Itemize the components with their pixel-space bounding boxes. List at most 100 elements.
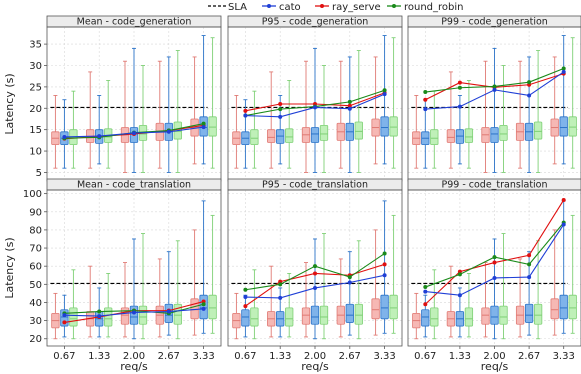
series-point-cato: [62, 313, 67, 318]
series-point-cato: [132, 131, 136, 136]
legend-label: round_robin: [404, 2, 464, 13]
box-cato: [241, 99, 250, 169]
series-point-cato: [561, 69, 566, 74]
box-iqr: [138, 305, 148, 325]
series-point-ray_serve: [527, 253, 532, 258]
box-ray_serve: [412, 94, 421, 169]
y-tick-label: 80: [29, 225, 42, 236]
y-tick-label: 10: [29, 147, 42, 158]
box-ray_serve: [446, 71, 456, 169]
box-iqr: [319, 305, 329, 325]
legend: SLA cato ray_serve round_robin: [208, 2, 464, 13]
series-point-cato: [278, 114, 283, 119]
box-ray_serve: [412, 292, 421, 340]
box-ray_serve: [232, 292, 241, 340]
box-cato: [276, 287, 285, 338]
box-cato: [164, 56, 173, 173]
series-point-ray_serve: [423, 97, 428, 102]
box-ray_serve: [267, 71, 276, 169]
series-point-cato: [347, 106, 352, 111]
series-point-round_robin: [423, 90, 428, 95]
series-point-cato: [132, 310, 136, 315]
box-iqr: [267, 129, 276, 143]
box-iqr: [354, 121, 363, 140]
box-iqr: [524, 303, 534, 323]
series-point-cato: [527, 93, 532, 98]
box-ray_serve: [120, 60, 130, 173]
series-point-cato: [561, 222, 566, 227]
box-iqr: [208, 294, 217, 320]
panel-title: P95 - code_generation: [262, 17, 369, 28]
series-point-ray_serve: [492, 260, 497, 265]
box-iqr: [250, 307, 259, 327]
legend-item-round_robin: round_robin: [387, 2, 464, 13]
box-iqr: [380, 116, 389, 137]
x-axis-label: req/s: [301, 360, 329, 373]
panel-title: P95 - code_translation: [262, 180, 368, 191]
panel-1: Mean - code_generation 5 10 15 20 25 30 35 Laten…: [3, 15, 222, 182]
box-round_robin: [430, 90, 439, 169]
series-point-ray_serve: [423, 302, 428, 307]
y-tick-label: 70: [29, 244, 42, 255]
box-round_robin: [354, 50, 363, 173]
box-iqr: [464, 307, 474, 327]
box-iqr: [285, 307, 294, 327]
box-iqr: [568, 116, 577, 137]
series-point-round_robin: [382, 88, 387, 93]
series-point-round_robin: [423, 285, 428, 290]
series-point-round_robin: [527, 262, 532, 267]
series-point-round_robin: [201, 121, 206, 126]
box-ray_serve: [51, 292, 60, 340]
series-point-round_robin: [347, 99, 352, 104]
box-iqr: [481, 307, 490, 325]
box-cato: [490, 238, 499, 340]
series-point-ray_serve: [278, 102, 283, 106]
legend-marker: [267, 4, 271, 8]
x-tick-label: 2.00: [483, 351, 505, 362]
series-point-ray_serve: [313, 271, 317, 276]
box-iqr: [345, 303, 354, 323]
box-iqr: [380, 294, 389, 320]
box-ray_serve: [86, 265, 95, 338]
y-axis-label: Latency (s): [3, 237, 16, 298]
panel-4: Mean - code_translation 20 30 40 50 60 70 80 90 1…: [3, 178, 222, 373]
box-iqr: [430, 129, 439, 146]
box-round_robin: [285, 80, 294, 169]
box-iqr: [301, 307, 311, 325]
series-point-cato: [97, 314, 102, 319]
box-ray_serve: [120, 262, 130, 338]
box-round_robin: [464, 272, 474, 338]
box-cato: [60, 99, 69, 169]
x-tick-label: 3.33: [553, 351, 575, 362]
panel-title: P99 - code_generation: [441, 17, 548, 28]
series-point-cato: [201, 125, 206, 130]
box-cato: [129, 238, 139, 340]
x-tick-label: 0.67: [53, 351, 75, 362]
panel-title: P99 - code_translation: [441, 180, 547, 191]
box-round_robin: [208, 37, 217, 169]
box-cato: [559, 35, 568, 165]
box-round_robin: [69, 269, 78, 340]
box-round_robin: [568, 37, 577, 169]
box-round_robin: [104, 272, 113, 338]
legend-item-sla: SLA: [208, 2, 247, 13]
box-cato: [380, 35, 389, 165]
x-tick-label: 2.67: [158, 351, 180, 362]
box-cato: [380, 200, 389, 334]
series-point-cato: [382, 273, 387, 278]
series-point-ray_serve: [62, 320, 67, 325]
series-point-round_robin: [243, 287, 248, 292]
box-round_robin: [208, 214, 217, 334]
y-tick-label: 25: [29, 82, 42, 93]
legend-marker: [392, 4, 396, 8]
box-iqr: [446, 129, 456, 143]
box-round_robin: [138, 233, 148, 340]
box-iqr: [559, 116, 568, 137]
series-point-round_robin: [527, 80, 532, 85]
box-cato: [490, 47, 499, 173]
x-axis-label: req/s: [481, 360, 509, 373]
series-point-cato: [278, 295, 283, 300]
box-cato: [164, 251, 173, 336]
box-cato: [345, 251, 354, 336]
x-tick-label: 3.33: [192, 351, 214, 362]
